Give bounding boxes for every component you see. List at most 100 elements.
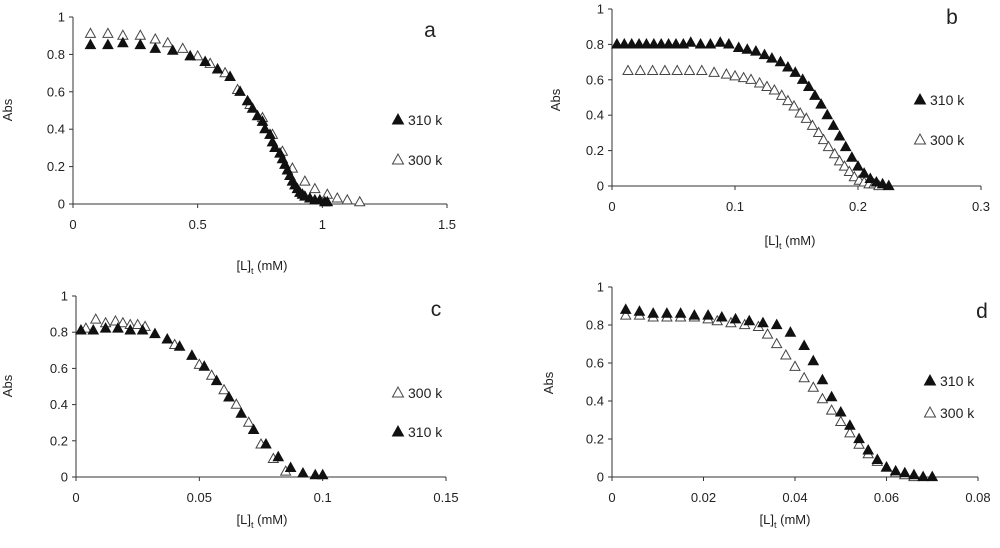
y-tick-label: 1 <box>597 2 604 17</box>
data-point <box>210 374 223 386</box>
data-point <box>794 107 807 118</box>
data-point <box>640 37 653 49</box>
data-point <box>780 348 792 360</box>
data-point <box>816 373 829 385</box>
data-point <box>647 37 660 49</box>
data-point <box>683 64 696 76</box>
data-point <box>166 44 179 55</box>
data-point <box>852 160 864 171</box>
series-310-k <box>75 322 329 480</box>
data-point <box>321 195 334 207</box>
data-point <box>766 52 778 63</box>
x-axis-label: [L]t (mM) <box>760 512 811 530</box>
legend-label: 300 k <box>408 152 443 168</box>
data-point <box>211 62 224 74</box>
y-tick-label: 0.4 <box>50 397 68 412</box>
data-point <box>839 140 852 152</box>
data-point <box>102 38 114 50</box>
legend-marker <box>391 425 405 437</box>
data-point <box>729 312 742 324</box>
chart-panel-a: 0 0.2 0.4 0.6 0.8 1 0 0.5 1 1.5 Abs [L]t (mM) a 310 k… <box>0 10 456 277</box>
data-point <box>241 94 254 106</box>
data-point <box>89 313 102 324</box>
data-point <box>822 140 835 152</box>
legend-entry: 310 k <box>391 424 443 440</box>
x-tick-label: 0.3 <box>972 199 990 214</box>
data-point <box>743 314 756 326</box>
data-point <box>136 323 149 335</box>
data-point <box>745 73 757 84</box>
legend-entry: 300 k <box>923 405 975 421</box>
data-point <box>671 64 684 76</box>
data-point <box>753 76 766 88</box>
data-point <box>131 318 144 330</box>
data-point <box>714 36 727 47</box>
data-point <box>694 37 707 49</box>
panel-letter: c <box>431 298 442 321</box>
legend-label: 300 k <box>930 132 965 148</box>
data-point <box>704 37 717 49</box>
chart-panel-b: 0 0.2 0.4 0.6 0.8 1 0 0.1 0.2 0.3 Abs [L]t (mM) b 310… <box>548 2 990 252</box>
x-tick-label: 0.1 <box>726 199 744 214</box>
y-tick-label: 0.4 <box>47 122 65 137</box>
data-point <box>117 36 129 48</box>
data-point <box>816 392 829 404</box>
data-point <box>218 383 230 395</box>
data-point <box>619 303 632 314</box>
data-point <box>297 466 309 478</box>
legend-entry: 310 k <box>913 92 965 108</box>
y-tick-label: 0.6 <box>47 84 65 99</box>
data-point <box>198 360 211 371</box>
data-point <box>223 390 235 402</box>
data-point <box>876 177 889 189</box>
data-point <box>149 42 162 53</box>
y-tick-label: 0.8 <box>586 37 604 52</box>
data-point <box>646 64 659 76</box>
data-point <box>758 48 771 60</box>
data-point <box>750 45 762 56</box>
x-tick-label: 0 <box>608 490 615 505</box>
data-point <box>99 322 112 333</box>
data-point <box>234 85 246 96</box>
data-point <box>809 89 821 100</box>
data-point <box>662 37 675 49</box>
data-point <box>75 323 87 335</box>
x-tick-label: 0.02 <box>691 490 716 505</box>
y-tick-label: 0.8 <box>586 318 604 333</box>
data-point <box>870 176 883 187</box>
y-tick-label: 0 <box>597 470 604 485</box>
data-point <box>761 80 773 91</box>
data-point <box>670 37 682 49</box>
data-point <box>134 38 147 50</box>
x-axis-label: [L]t (mM) <box>237 258 288 276</box>
legend-entry: 300 k <box>913 132 965 148</box>
chart-panel-c: 0 0.2 0.4 0.6 0.8 1 0 0.05 0.1 0.15 Abs [L]t (mM) c 3… <box>0 289 459 531</box>
data-point <box>688 309 701 320</box>
data-point <box>619 309 632 320</box>
data-point <box>186 349 198 360</box>
data-point <box>757 316 769 328</box>
data-point <box>898 466 911 478</box>
panel-letter: b <box>946 6 958 29</box>
data-point <box>788 99 800 111</box>
data-point <box>798 371 810 383</box>
y-tick-label: 0.8 <box>47 47 65 62</box>
data-point <box>309 182 321 194</box>
data-point <box>798 339 810 350</box>
data-point <box>853 432 865 444</box>
data-point <box>715 310 728 322</box>
data-point <box>634 64 647 76</box>
data-point <box>853 438 865 449</box>
data-point <box>862 443 875 455</box>
data-point <box>732 41 745 53</box>
data-point <box>761 328 774 339</box>
data-point <box>341 193 354 205</box>
series-310-k <box>611 36 895 191</box>
data-point <box>817 133 830 145</box>
legend-marker <box>391 386 405 398</box>
data-point <box>729 69 741 81</box>
series-300-k <box>80 313 292 476</box>
data-point <box>789 360 801 371</box>
data-point <box>191 49 204 61</box>
